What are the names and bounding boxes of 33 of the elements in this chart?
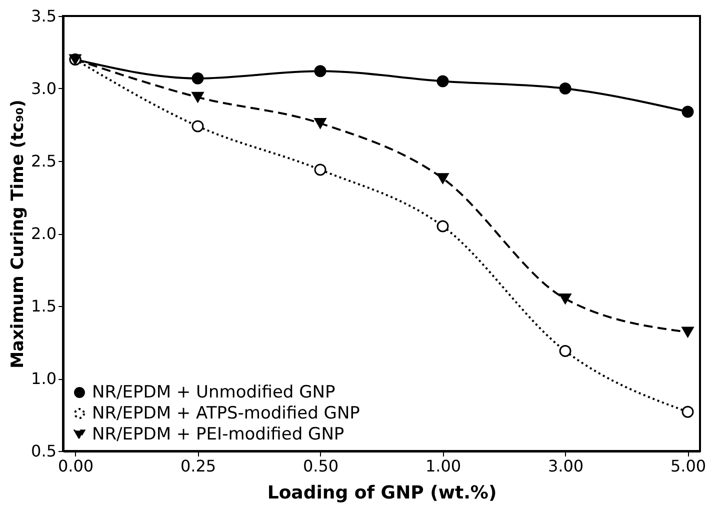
y-tick-label: 2.0 bbox=[31, 224, 56, 243]
point bbox=[192, 72, 204, 84]
legend-label: NR/EPDM + PEI-modified GNP bbox=[92, 424, 344, 444]
point bbox=[436, 173, 449, 184]
x-tick-label: 3.00 bbox=[548, 456, 584, 476]
point bbox=[192, 92, 204, 102]
point bbox=[682, 106, 694, 118]
x-axis-title: Loading of GNP (wt.%) bbox=[267, 482, 497, 504]
x-tick-label: 5.00 bbox=[670, 456, 706, 476]
point bbox=[682, 326, 694, 338]
y-axis-title: Maximum Curing Time (tc₉₀) bbox=[8, 100, 28, 368]
point bbox=[436, 75, 449, 88]
point bbox=[192, 120, 204, 132]
x-tick-label: 0.00 bbox=[58, 456, 94, 476]
point bbox=[314, 118, 326, 129]
x-tick-label: 1.00 bbox=[425, 456, 462, 476]
y-tick-label: 0.5 bbox=[31, 442, 56, 460]
y-tick-label: 3.5 bbox=[31, 6, 56, 26]
point bbox=[559, 344, 572, 357]
point bbox=[436, 220, 449, 232]
y-tick-label: 2.5 bbox=[31, 152, 56, 170]
y-tick-label: 1.5 bbox=[31, 296, 56, 316]
point bbox=[314, 65, 326, 78]
point bbox=[559, 293, 572, 304]
point bbox=[559, 82, 572, 94]
legend-label: NR/EPDM + ATPS-modified GNP bbox=[92, 404, 360, 424]
y-tick-label: 3.0 bbox=[31, 79, 56, 98]
y-tick-label: 1.0 bbox=[31, 369, 56, 388]
point bbox=[682, 406, 694, 418]
x-tick-label: 0.50 bbox=[302, 456, 339, 476]
point bbox=[314, 164, 326, 176]
legend-label: NR/EPDM + Unmodified GNP bbox=[92, 382, 336, 402]
x-tick-label: 0.25 bbox=[180, 456, 216, 476]
